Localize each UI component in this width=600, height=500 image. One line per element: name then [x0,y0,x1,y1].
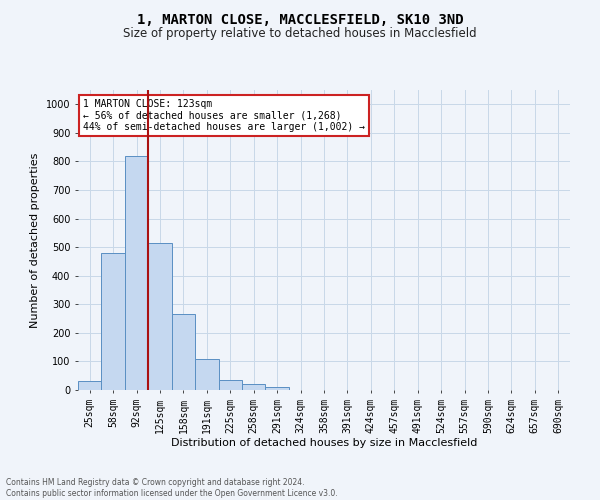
Text: 1 MARTON CLOSE: 123sqm
← 56% of detached houses are smaller (1,268)
44% of semi-: 1 MARTON CLOSE: 123sqm ← 56% of detached… [83,99,365,132]
Text: Size of property relative to detached houses in Macclesfield: Size of property relative to detached ho… [123,28,477,40]
Y-axis label: Number of detached properties: Number of detached properties [31,152,40,328]
Bar [265,387,289,390]
Text: 1, MARTON CLOSE, MACCLESFIELD, SK10 3ND: 1, MARTON CLOSE, MACCLESFIELD, SK10 3ND [137,12,463,26]
Bar [101,253,125,390]
Bar [218,380,242,390]
Bar [195,358,218,390]
Bar [172,314,195,390]
Bar [125,156,148,390]
Bar [242,384,265,390]
X-axis label: Distribution of detached houses by size in Macclesfield: Distribution of detached houses by size … [171,438,477,448]
Text: Contains HM Land Registry data © Crown copyright and database right 2024.
Contai: Contains HM Land Registry data © Crown c… [6,478,338,498]
Bar [148,243,172,390]
Bar [78,382,101,390]
